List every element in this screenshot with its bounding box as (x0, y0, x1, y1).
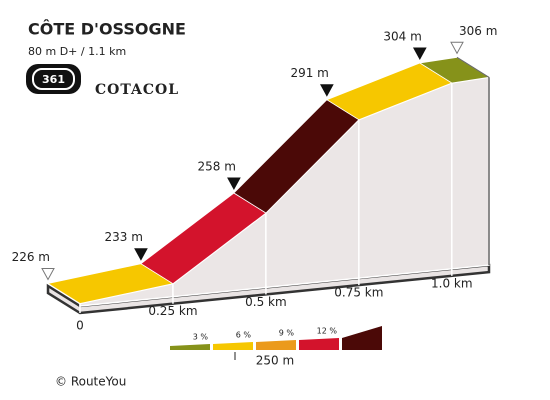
legend-label: 12 % (317, 327, 338, 336)
altitude-marker (134, 248, 148, 261)
profile-edge (456, 56, 490, 78)
title: CÔTE D'OSSOGNE (28, 20, 186, 39)
x-tick-label: 0.5 km (245, 295, 287, 309)
badge-ring (32, 68, 75, 90)
altitude-marker (320, 84, 334, 97)
altitude-label: 226 m (12, 250, 50, 264)
altitude-marker (41, 267, 55, 281)
badge: 361 (42, 73, 65, 86)
altitude-label: 258 m (197, 160, 235, 174)
x-tick-label: 0.75 km (334, 286, 383, 300)
legend-swatch (170, 344, 210, 350)
legend-swatch (342, 326, 382, 350)
subtitle: 80 m D+ / 1.1 km (28, 45, 126, 58)
x-tick-label: 1.0 km (431, 276, 473, 290)
legend-swatch (299, 338, 339, 350)
altitude-marker (450, 41, 464, 55)
altitude-label: 306 m (459, 24, 497, 38)
altitude-label: 291 m (290, 66, 328, 80)
side-face (451, 76, 490, 270)
altitude-marker (412, 47, 427, 61)
altitude-label: 304 m (383, 29, 421, 43)
altitude-marker (227, 177, 241, 191)
badge-box (26, 64, 81, 94)
legend-label: 6 % (236, 331, 252, 340)
legend-label: 9 % (279, 329, 295, 338)
footer: © RouteYou (55, 375, 126, 389)
brand: COTACOL (95, 82, 179, 98)
x-tick-label: 0 (76, 319, 84, 333)
altitude-label: 233 m (105, 230, 143, 244)
x-tick-label: 0.25 km (148, 304, 197, 318)
scale-label: 250 m (256, 354, 294, 368)
legend-swatch (213, 342, 253, 350)
legend-swatch (256, 340, 296, 350)
legend-label: 3 % (193, 333, 209, 342)
